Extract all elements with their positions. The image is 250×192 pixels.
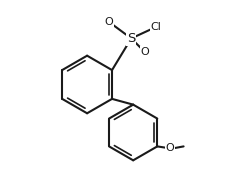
Text: O: O xyxy=(165,143,173,153)
Text: Cl: Cl xyxy=(150,22,161,32)
Text: O: O xyxy=(104,17,113,27)
Text: O: O xyxy=(140,47,148,57)
Text: S: S xyxy=(126,32,135,45)
